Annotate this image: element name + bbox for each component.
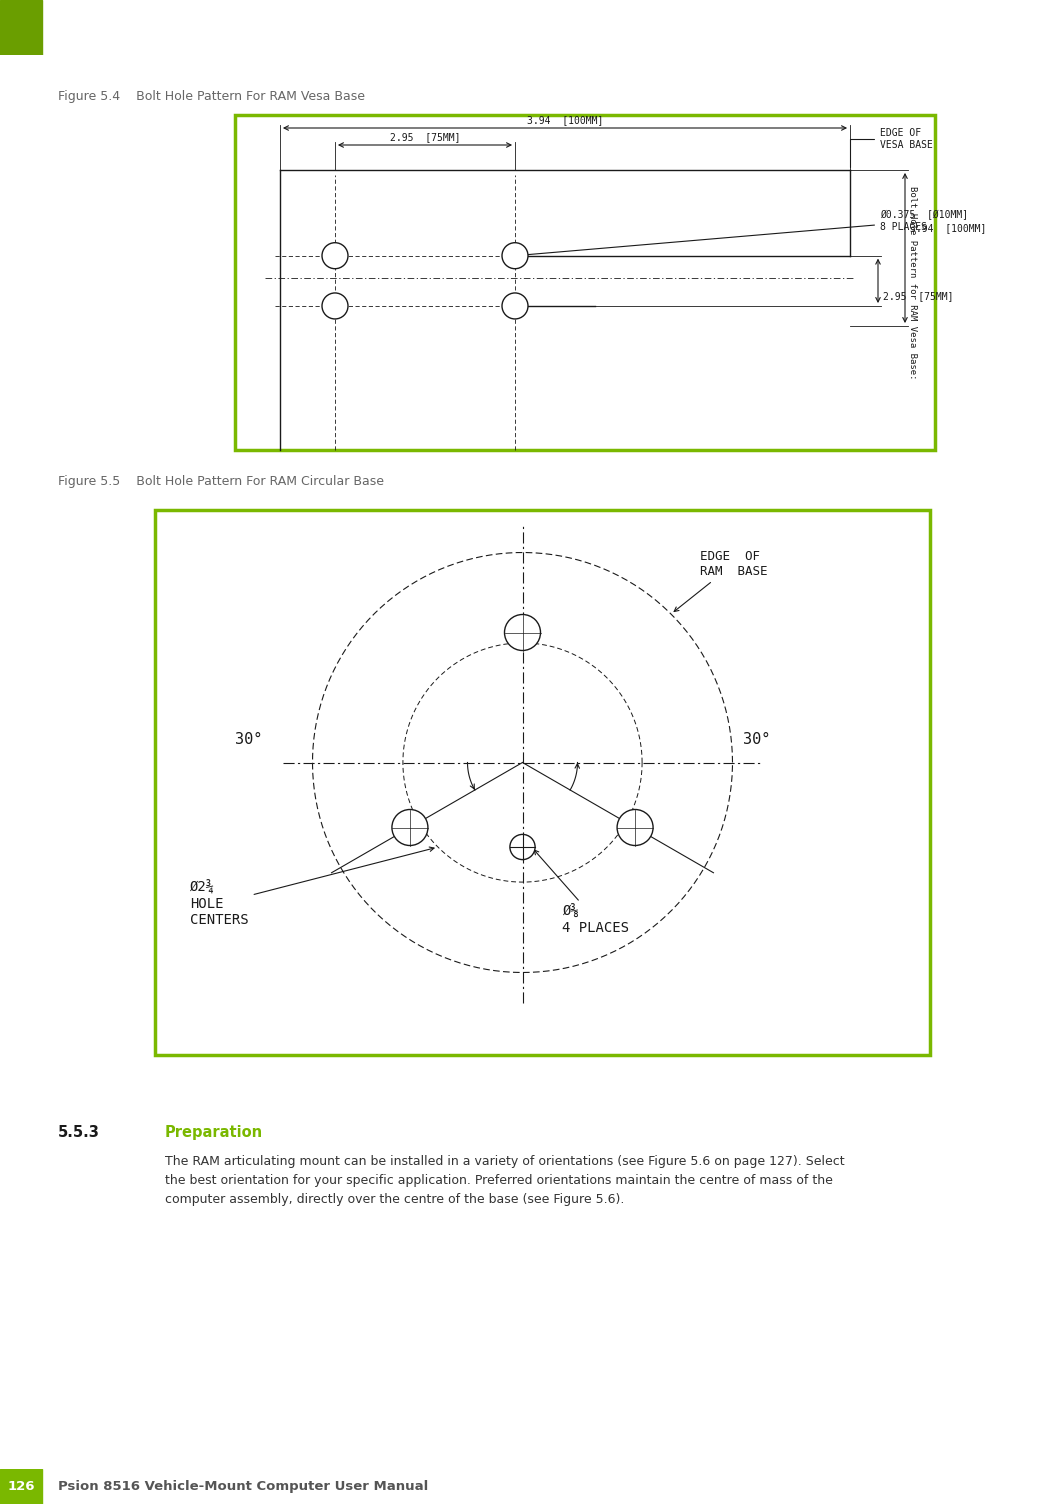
Text: 2.95  [75MM]: 2.95 [75MM] xyxy=(390,132,460,141)
Text: 2.95  [75MM]: 2.95 [75MM] xyxy=(883,290,953,301)
Text: 30°: 30° xyxy=(235,732,262,747)
Circle shape xyxy=(504,615,540,651)
Text: Figure 5.4    Bolt Hole Pattern For RAM Vesa Base: Figure 5.4 Bolt Hole Pattern For RAM Ves… xyxy=(58,90,365,102)
Text: 126: 126 xyxy=(7,1480,35,1493)
Circle shape xyxy=(322,242,348,269)
Circle shape xyxy=(502,293,528,319)
Text: Bolt Hole Pattern for RAM Vesa Base:: Bolt Hole Pattern for RAM Vesa Base: xyxy=(909,186,917,379)
Text: 3.94  [100MM]: 3.94 [100MM] xyxy=(910,223,986,233)
Text: 5.5.3: 5.5.3 xyxy=(58,1125,99,1140)
Text: Preparation: Preparation xyxy=(165,1125,263,1140)
Text: EDGE OF
VESA BASE: EDGE OF VESA BASE xyxy=(850,128,933,167)
Text: Ø2¾
HOLE
CENTERS: Ø2¾ HOLE CENTERS xyxy=(190,847,434,926)
Circle shape xyxy=(509,835,535,860)
Circle shape xyxy=(392,809,428,845)
Text: Psion 8516 Vehicle-Mount Computer User Manual: Psion 8516 Vehicle-Mount Computer User M… xyxy=(58,1480,428,1493)
Circle shape xyxy=(322,293,348,319)
Bar xyxy=(0,1469,42,1504)
Text: EDGE  OF
RAM  BASE: EDGE OF RAM BASE xyxy=(674,550,767,612)
Circle shape xyxy=(502,242,528,269)
Bar xyxy=(235,114,935,450)
Text: Chapter 5:  Accessories: Chapter 5: Accessories xyxy=(50,8,206,20)
Text: Figure 5.5    Bolt Hole Pattern For RAM Circular Base: Figure 5.5 Bolt Hole Pattern For RAM Cir… xyxy=(58,475,384,487)
Text: Ø⅜
4 PLACES: Ø⅜ 4 PLACES xyxy=(534,850,630,935)
Bar xyxy=(155,510,930,1054)
Text: The RAM articulating mount can be installed in a variety of orientations (see Fi: The RAM articulating mount can be instal… xyxy=(165,1155,845,1206)
Circle shape xyxy=(617,809,653,845)
Text: Preparation: Preparation xyxy=(50,33,129,47)
Bar xyxy=(0,0,42,56)
Text: Ø0.375  [Ø10MM]
8 PLACES: Ø0.375 [Ø10MM] 8 PLACES xyxy=(518,211,968,256)
Text: 3.94  [100MM]: 3.94 [100MM] xyxy=(526,114,604,125)
Text: 30°: 30° xyxy=(742,732,769,747)
